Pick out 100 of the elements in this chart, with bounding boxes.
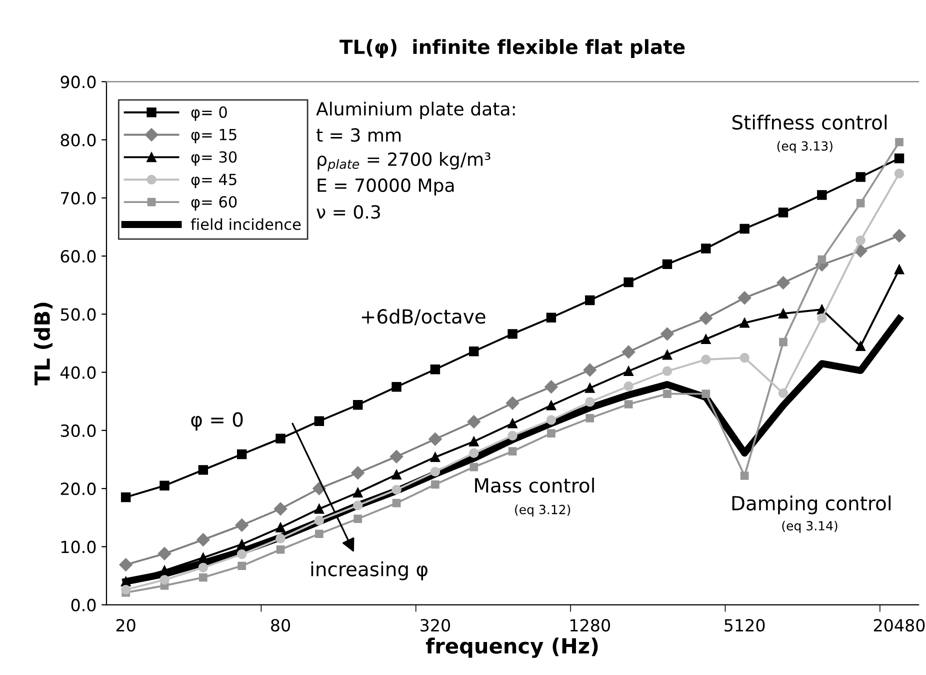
- annotation: Mass control: [475, 478, 594, 493]
- point: [547, 429, 556, 438]
- legend-label: φ= 45: [191, 174, 236, 188]
- point: [701, 354, 711, 364]
- annotation: +6dB/octave: [362, 308, 486, 326]
- annotation: (eq 3.12): [515, 504, 570, 517]
- y-tick-label: 80.0: [60, 134, 96, 146]
- point: [624, 366, 634, 376]
- annotation: Damping control: [732, 495, 890, 514]
- point: [702, 390, 710, 398]
- point: [199, 573, 208, 582]
- point: [430, 452, 440, 462]
- point: [583, 363, 596, 377]
- point: [895, 138, 904, 146]
- point: [854, 244, 868, 258]
- point: [740, 318, 750, 328]
- annotation: E = 70000 Mpa: [318, 178, 454, 196]
- point: [701, 334, 711, 344]
- point: [354, 514, 362, 523]
- point: [352, 400, 363, 410]
- y-tick-label: 50.0: [60, 308, 96, 321]
- point: [856, 235, 866, 246]
- point: [276, 545, 285, 554]
- point: [892, 229, 906, 242]
- point: [699, 312, 712, 325]
- point: [120, 492, 131, 502]
- point: [196, 533, 210, 546]
- y-tick-label: 40.0: [60, 366, 96, 379]
- point: [778, 388, 788, 398]
- point: [470, 462, 478, 472]
- point: [585, 383, 595, 393]
- point: [856, 198, 865, 208]
- point: [508, 329, 518, 339]
- annotation: Stiffness control: [732, 114, 887, 130]
- point: [506, 396, 520, 410]
- point: [276, 534, 286, 544]
- point: [467, 415, 480, 428]
- x-tick-label: 20480: [874, 618, 925, 632]
- point: [235, 518, 248, 532]
- point: [352, 500, 363, 510]
- point: [430, 466, 440, 477]
- point: [508, 418, 518, 428]
- point: [894, 154, 904, 164]
- x-tick-label: 1280: [570, 618, 610, 632]
- point: [236, 549, 247, 560]
- legend-label: φ= 15: [191, 128, 236, 144]
- x-tick-label: 20: [116, 618, 136, 632]
- point: [546, 400, 556, 410]
- point: [198, 465, 208, 475]
- point: [390, 450, 404, 464]
- point: [120, 584, 131, 595]
- y-tick-label: 0.0: [71, 598, 96, 612]
- point: [544, 380, 558, 394]
- point: [392, 470, 402, 480]
- point: [622, 345, 636, 359]
- point: [740, 352, 750, 363]
- annotation: Aluminium plate data:: [316, 102, 515, 120]
- point: [392, 382, 402, 392]
- annotation: φ = 0: [191, 412, 243, 431]
- y-tick-label: 20.0: [60, 482, 96, 496]
- y-axis-title: TL (dB): [34, 302, 53, 386]
- point: [236, 539, 247, 550]
- point: [508, 430, 518, 441]
- point: [586, 414, 594, 422]
- annotation: increasing φ: [311, 561, 428, 580]
- annotation: ρ$_{plate}$ = 2700 kg/m³: [318, 152, 490, 172]
- point: [315, 530, 324, 538]
- point: [740, 472, 749, 480]
- point: [508, 447, 517, 456]
- annotation: (eq 3.14): [782, 520, 838, 533]
- point: [392, 484, 402, 495]
- point: [428, 432, 442, 446]
- point: [238, 562, 246, 570]
- legend-label: φ= 30: [191, 151, 237, 166]
- point: [660, 327, 674, 341]
- y-tick-label: 70.0: [61, 192, 96, 204]
- y-tick-label: 90.0: [60, 76, 96, 88]
- point: [701, 244, 711, 254]
- chart-title: TL(φ) infinite flexible flat plate: [340, 39, 685, 58]
- point: [624, 400, 633, 408]
- point: [738, 291, 752, 304]
- point: [894, 264, 904, 274]
- point: [119, 558, 132, 572]
- point: [546, 415, 556, 425]
- point: [585, 397, 595, 407]
- point: [894, 168, 904, 178]
- annotation: t = 3 mm: [316, 128, 401, 142]
- point: [351, 466, 364, 480]
- point: [160, 480, 170, 491]
- point: [469, 436, 479, 446]
- legend-label: field incidence: [190, 218, 301, 230]
- point: [314, 416, 324, 426]
- point: [352, 488, 363, 498]
- x-axis-title: frequency (Hz): [426, 638, 598, 658]
- point: [662, 350, 672, 360]
- point: [779, 338, 788, 346]
- point: [817, 190, 827, 200]
- y-tick-label: 10.0: [61, 540, 96, 554]
- point: [624, 381, 634, 392]
- point: [662, 366, 672, 376]
